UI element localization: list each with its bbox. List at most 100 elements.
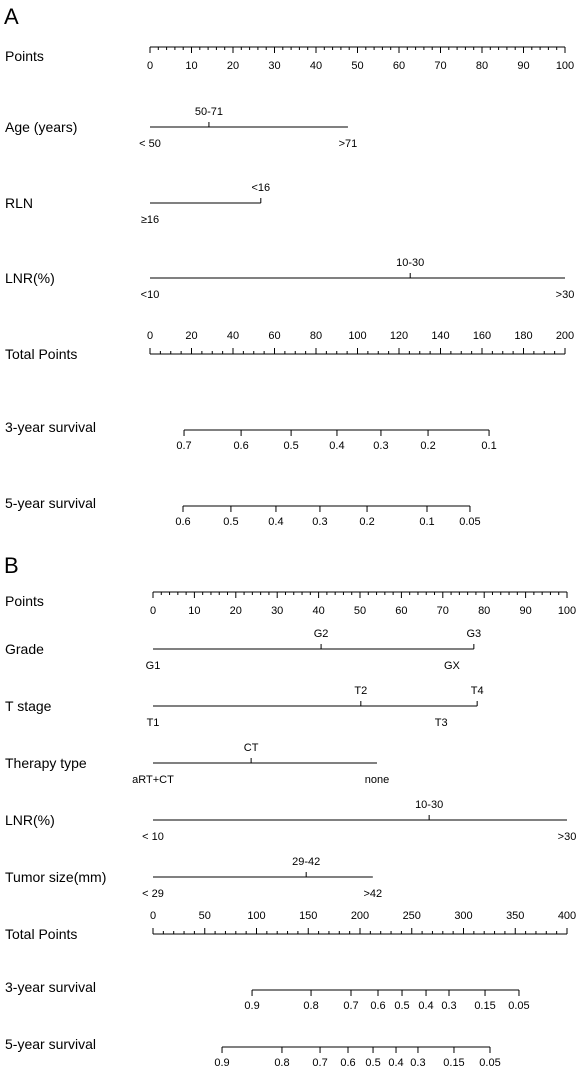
tick-label: 10 <box>188 605 200 617</box>
survival-label: 0.4 <box>268 516 283 528</box>
survival-label: 0.4 <box>418 1000 433 1012</box>
survival-label: 0.6 <box>175 516 190 528</box>
survival-label: 0.8 <box>274 1057 289 1069</box>
row-label: Total Points <box>5 346 77 362</box>
survival-label: 0.05 <box>479 1057 500 1069</box>
survival-label: 0.15 <box>474 1000 495 1012</box>
tick-label: 140 <box>431 330 449 342</box>
tick-label: 40 <box>310 60 322 72</box>
tick-label: 40 <box>227 330 239 342</box>
tick-label: 100 <box>558 605 576 617</box>
tick-label: 10 <box>185 60 197 72</box>
level-label: G3 <box>467 628 482 640</box>
level-label: GX <box>444 660 461 672</box>
level-label: >30 <box>556 289 575 301</box>
survival-name: 5-year survival <box>5 1036 96 1052</box>
level-label: < 29 <box>142 888 164 900</box>
tick-label: 400 <box>558 910 576 922</box>
survival-label: 0.5 <box>223 516 238 528</box>
variable-name: T stage <box>5 698 52 714</box>
level-label: T4 <box>471 685 484 697</box>
tick-label: 20 <box>230 605 242 617</box>
variable-name: RLN <box>5 195 33 211</box>
survival-label: 0.2 <box>420 440 435 452</box>
survival-label: 0.6 <box>370 1000 385 1012</box>
level-label: T1 <box>147 717 160 729</box>
survival-name: 3-year survival <box>5 419 96 435</box>
tick-label: 70 <box>434 60 446 72</box>
level-label: ≥16 <box>141 214 159 226</box>
level-label: 10-30 <box>396 257 424 269</box>
survival-label: 0.15 <box>443 1057 464 1069</box>
tick-label: 50 <box>199 910 211 922</box>
survival-label: 0.05 <box>508 1000 529 1012</box>
survival-label: 0.4 <box>388 1057 403 1069</box>
level-label: >42 <box>363 888 382 900</box>
level-label: aRT+CT <box>132 774 174 786</box>
level-label: none <box>365 774 389 786</box>
tick-label: 100 <box>348 330 366 342</box>
tick-label: 150 <box>299 910 317 922</box>
level-label: >71 <box>339 138 358 150</box>
survival-label: 0.1 <box>419 516 434 528</box>
panel-letter: B <box>4 553 19 578</box>
survival-label: 0.9 <box>214 1057 229 1069</box>
tick-label: 160 <box>473 330 491 342</box>
tick-label: 60 <box>393 60 405 72</box>
tick-label: 200 <box>556 330 574 342</box>
survival-name: 3-year survival <box>5 979 96 995</box>
survival-label: 0.5 <box>283 440 298 452</box>
tick-label: 200 <box>351 910 369 922</box>
level-label: < 50 <box>139 138 161 150</box>
tick-label: 40 <box>312 605 324 617</box>
level-label: <10 <box>141 289 160 301</box>
level-label: < 10 <box>142 831 164 843</box>
survival-label: 0.7 <box>176 440 191 452</box>
level-label: T2 <box>354 685 367 697</box>
level-label: T3 <box>435 717 448 729</box>
tick-label: 30 <box>268 60 280 72</box>
survival-label: 0.2 <box>359 516 374 528</box>
variable-name: Grade <box>5 641 44 657</box>
variable-name: Tumor size(mm) <box>5 869 106 885</box>
tick-label: 100 <box>247 910 265 922</box>
survival-label: 0.1 <box>481 440 496 452</box>
tick-label: 350 <box>506 910 524 922</box>
tick-label: 300 <box>454 910 472 922</box>
tick-label: 90 <box>517 60 529 72</box>
survival-label: 0.3 <box>312 516 327 528</box>
row-label: Total Points <box>5 926 77 942</box>
survival-label: 0.6 <box>340 1057 355 1069</box>
tick-label: 60 <box>395 605 407 617</box>
tick-label: 0 <box>150 910 156 922</box>
survival-name: 5-year survival <box>5 495 96 511</box>
survival-label: 0.7 <box>343 1000 358 1012</box>
tick-label: 90 <box>519 605 531 617</box>
row-label: Points <box>5 593 44 609</box>
tick-label: 180 <box>514 330 532 342</box>
tick-label: 20 <box>185 330 197 342</box>
survival-label: 0.5 <box>365 1057 380 1069</box>
level-label: <16 <box>251 182 270 194</box>
tick-label: 0 <box>147 330 153 342</box>
level-label: 10-30 <box>415 799 443 811</box>
tick-label: 0 <box>150 605 156 617</box>
tick-label: 80 <box>478 605 490 617</box>
survival-label: 0.9 <box>244 1000 259 1012</box>
level-label: >30 <box>558 831 577 843</box>
level-label: 29-42 <box>292 856 320 868</box>
tick-label: 20 <box>227 60 239 72</box>
tick-label: 120 <box>390 330 408 342</box>
tick-label: 80 <box>476 60 488 72</box>
tick-label: 60 <box>268 330 280 342</box>
tick-label: 50 <box>351 60 363 72</box>
survival-label: 0.7 <box>312 1057 327 1069</box>
survival-label: 0.3 <box>441 1000 456 1012</box>
row-label: Points <box>5 48 44 64</box>
survival-label: 0.05 <box>459 516 480 528</box>
variable-name: LNR(%) <box>5 270 55 286</box>
level-label: CT <box>244 742 259 754</box>
tick-label: 50 <box>354 605 366 617</box>
survival-label: 0.3 <box>373 440 388 452</box>
